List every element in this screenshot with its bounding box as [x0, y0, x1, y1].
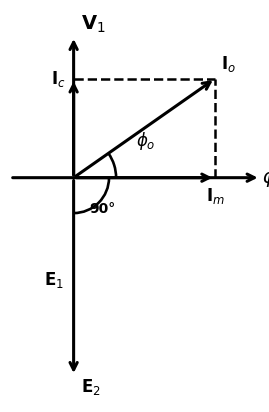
Text: I$_o$: I$_o$ — [221, 54, 236, 74]
Text: $\phi_o$: $\phi_o$ — [136, 131, 155, 152]
Text: E$_1$: E$_1$ — [44, 269, 64, 290]
Text: I$_m$: I$_m$ — [206, 186, 225, 206]
Text: V$_1$: V$_1$ — [81, 13, 105, 35]
Text: E$_2$: E$_2$ — [81, 377, 101, 397]
Text: I$_c$: I$_c$ — [51, 68, 65, 89]
Text: $\phi$: $\phi$ — [262, 166, 269, 189]
Text: 90°: 90° — [89, 202, 115, 216]
